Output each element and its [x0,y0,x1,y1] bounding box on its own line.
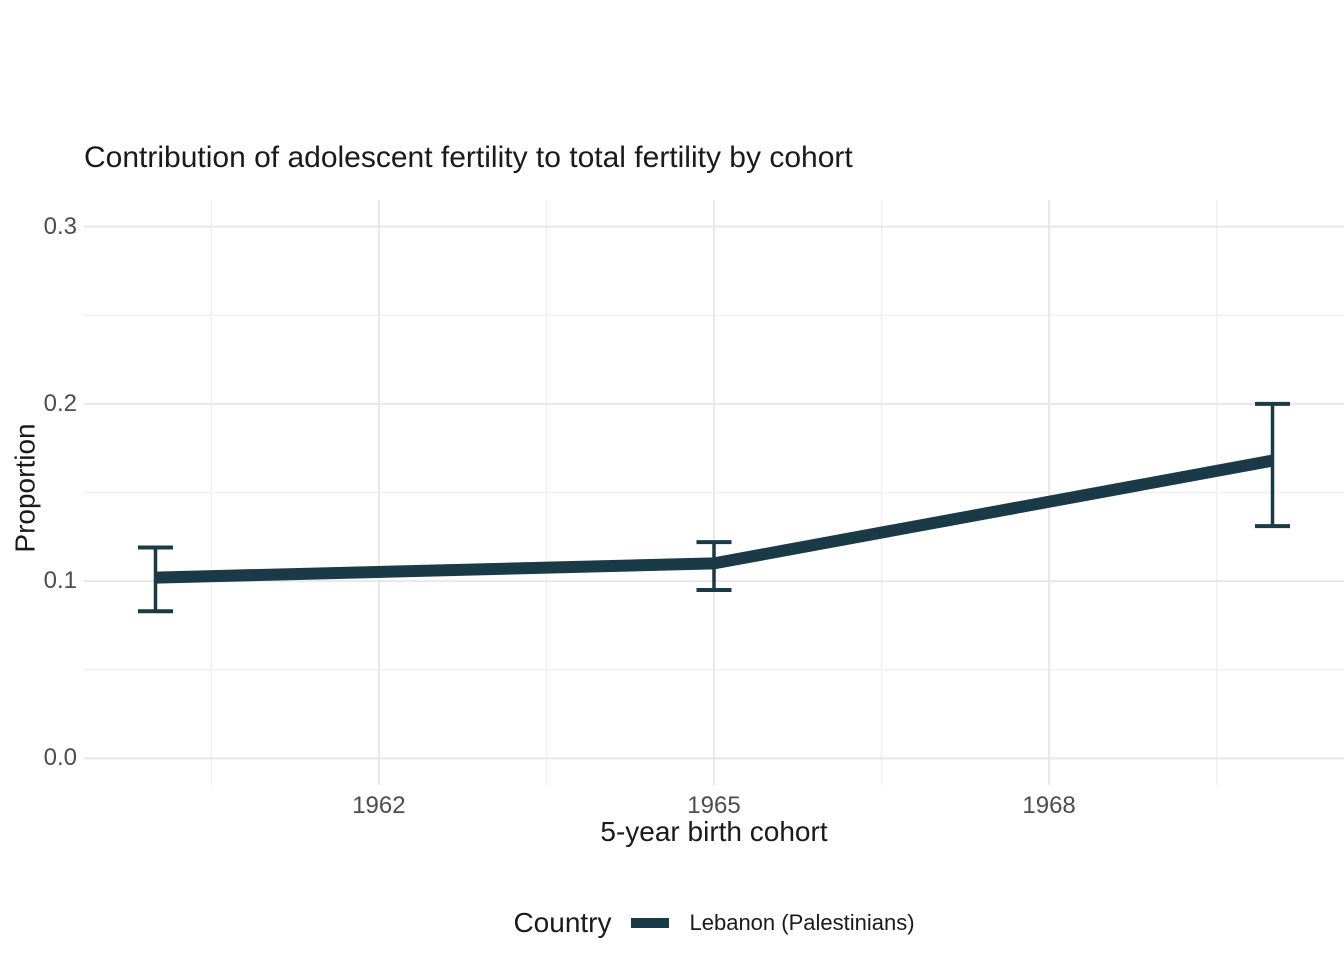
y-tick-label: 0.1 [43,567,77,595]
legend: Country Lebanon (Palestinians) [84,903,1344,943]
legend-title: Country [513,907,612,938]
x-tick-label: 1962 [352,792,406,819]
x-tick-label: 1968 [1022,792,1076,819]
y-tick-label: 0.3 [43,212,77,240]
y-axis-title: Proportion [9,423,41,553]
series-line [155,454,1274,584]
y-tick-label: 0.2 [43,389,77,417]
y-tick-label: 0.0 [43,744,77,772]
x-axis-title: 5-year birth cohort [600,816,828,847]
legend-item-label: Lebanon (Palestinians) [689,910,915,935]
legend-line-swatch [630,918,669,928]
x-tick-label: 1965 [687,792,741,819]
chart-title: Contribution of adolescent fertility to … [84,141,853,174]
gridlines-major [84,200,1344,785]
